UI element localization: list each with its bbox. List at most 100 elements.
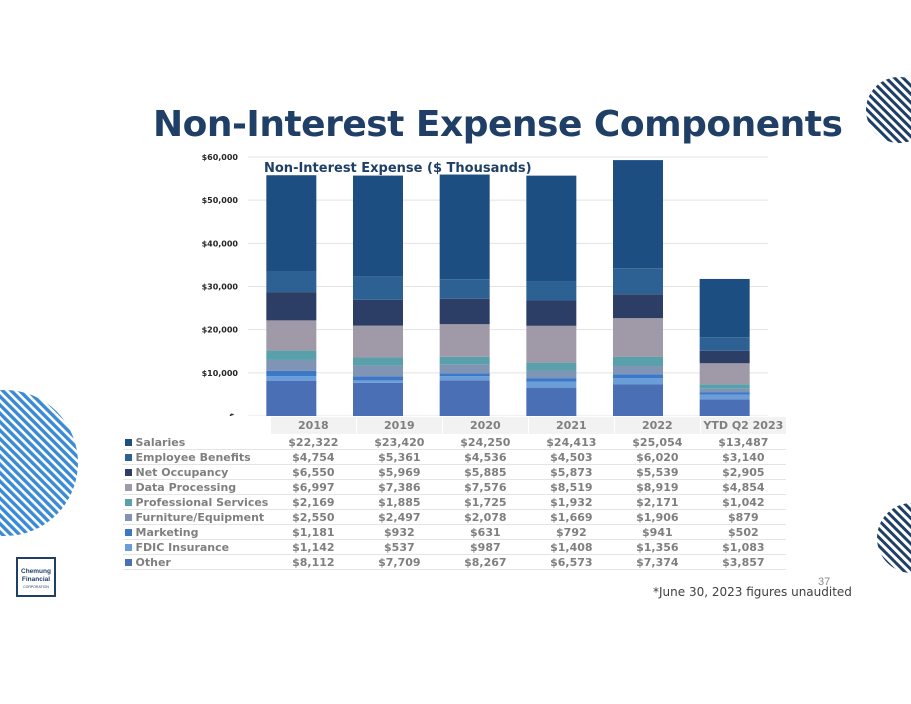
bar-segment [526,381,577,388]
legend-label: Net Occupancy [135,465,229,479]
bar-segment [699,337,750,351]
bar-segment [613,366,663,375]
y-tick-label: $10,000 [202,369,239,378]
legend-label: Furniture/Equipment [135,510,265,524]
table-cell: $1,356 [614,539,701,555]
table-cell: $23,420 [356,434,443,450]
table-cell: $879 [700,509,787,525]
bar-segment [439,364,490,374]
bar-segment [526,300,577,326]
bar-segment [353,357,403,366]
y-tick-label: $30,000 [202,283,239,292]
bar-segment [439,298,490,325]
decor-circle-bottom-right [877,503,911,573]
table-cell: $2,905 [700,464,787,480]
bar-stack [699,278,750,416]
table-row-header: Professional Services [122,494,271,510]
table-cell: $932 [356,524,443,540]
y-tick-label: $60,000 [202,153,239,162]
table-cell: $1,885 [356,494,443,510]
table-cell: $4,503 [528,449,615,465]
table-cell: $4,854 [700,479,787,495]
legend-swatch [124,498,132,506]
bar-segment [266,320,317,351]
table-cell: $24,250 [442,434,529,450]
legend-swatch [124,528,132,536]
table-cell: $13,487 [700,434,787,450]
bar-segment [353,175,403,277]
logo-line-2: Financial [21,576,51,583]
bar-segment [526,378,577,382]
bar-segment [266,380,317,416]
table-cell: $7,576 [442,479,529,495]
table-cell: $5,539 [614,464,701,480]
table-cell: $25,054 [614,434,701,450]
data-table-container: 2018 2019 2020 2021 2022 YTD Q2 2023 Salaries… [122,416,787,570]
table-cell: $6,550 [270,464,357,480]
bar-segment [699,384,750,389]
table-cell: $1,083 [700,539,787,555]
legend-swatch [124,468,132,476]
bar-stack [266,175,317,416]
table-cell: $7,374 [614,554,701,570]
table-cell: $1,181 [270,524,357,540]
bar-segment [439,376,490,381]
slide-title: Non-Interest Expense Components [153,104,843,145]
table-row: Other $8,112 $7,709 $8,267 $6,573 $7,374 $3,85… [122,554,787,570]
bar-segment [699,363,750,385]
bar-segment [613,374,663,379]
bar-segment [353,325,403,358]
legend-swatch [124,543,132,551]
bar-segment [439,356,490,365]
table-column-header: 2020 [441,416,529,435]
bar-segment [439,373,490,377]
table-row: Professional Services $2,169 $1,885 $1,725 $… [122,494,787,510]
legend-label: Salaries [135,435,186,449]
table-cell: $3,857 [700,554,787,570]
table-cell: $24,413 [528,434,615,450]
decoration-layer [0,77,911,573]
table-cell: $941 [614,524,701,540]
y-tick-label: $50,000 [202,196,239,205]
data-table: 2018 2019 2020 2021 2022 YTD Q2 2023 Salaries… [122,416,787,570]
table-row: FDIC Insurance $1,142 $537 $987 $1,408 $1,356… [122,539,787,555]
gridlines [248,156,768,417]
table-cell: $8,919 [614,479,701,495]
table-row: Employee Benefits $4,754 $5,361 $4,536 $4,50… [122,449,787,465]
table-cell: $631 [442,524,529,540]
bar-segment [526,362,577,371]
table-cell: $3,140 [700,449,787,465]
table-row-header: Other [122,554,271,570]
table-column-header: 2018 [269,416,357,435]
table-cell: $792 [528,524,615,540]
table-cell: $2,169 [270,494,357,510]
bar-segment [613,268,663,295]
table-cell: $6,573 [528,554,615,570]
legend-swatch [124,453,132,461]
bar-segment [266,271,317,293]
chart-title: Non-Interest Expense ($ Thousands) [264,161,532,176]
table-cell: $7,709 [356,554,443,570]
legend-label: Marketing [135,525,199,539]
table-row-header: Data Processing [122,479,271,495]
table-row: Salaries $22,322 $23,420 $24,250 $24,413 $25,… [122,434,787,450]
table-cell: $502 [700,524,787,540]
y-tick-label: $20,000 [202,326,239,335]
table-cell: $1,408 [528,539,615,555]
bar-segment [526,370,577,379]
table-cell: $2,171 [614,494,701,510]
logo-line-3: CORPORATION [23,585,49,589]
bar-segment [353,365,403,377]
table-cell: $1,932 [528,494,615,510]
bar-segment [353,380,403,383]
bar-stacks [266,160,750,416]
table-cell: $2,078 [442,509,529,525]
bar-segment [266,350,317,360]
table-cell: $5,361 [356,449,443,465]
table-row: Marketing $1,181 $932 $631 $792 $941 $502 [122,524,787,540]
table-column-header: YTD Q2 2023 [699,416,787,435]
table-column-header: 2022 [613,416,701,435]
bar-segment [439,279,490,299]
bar-segment [266,370,317,377]
